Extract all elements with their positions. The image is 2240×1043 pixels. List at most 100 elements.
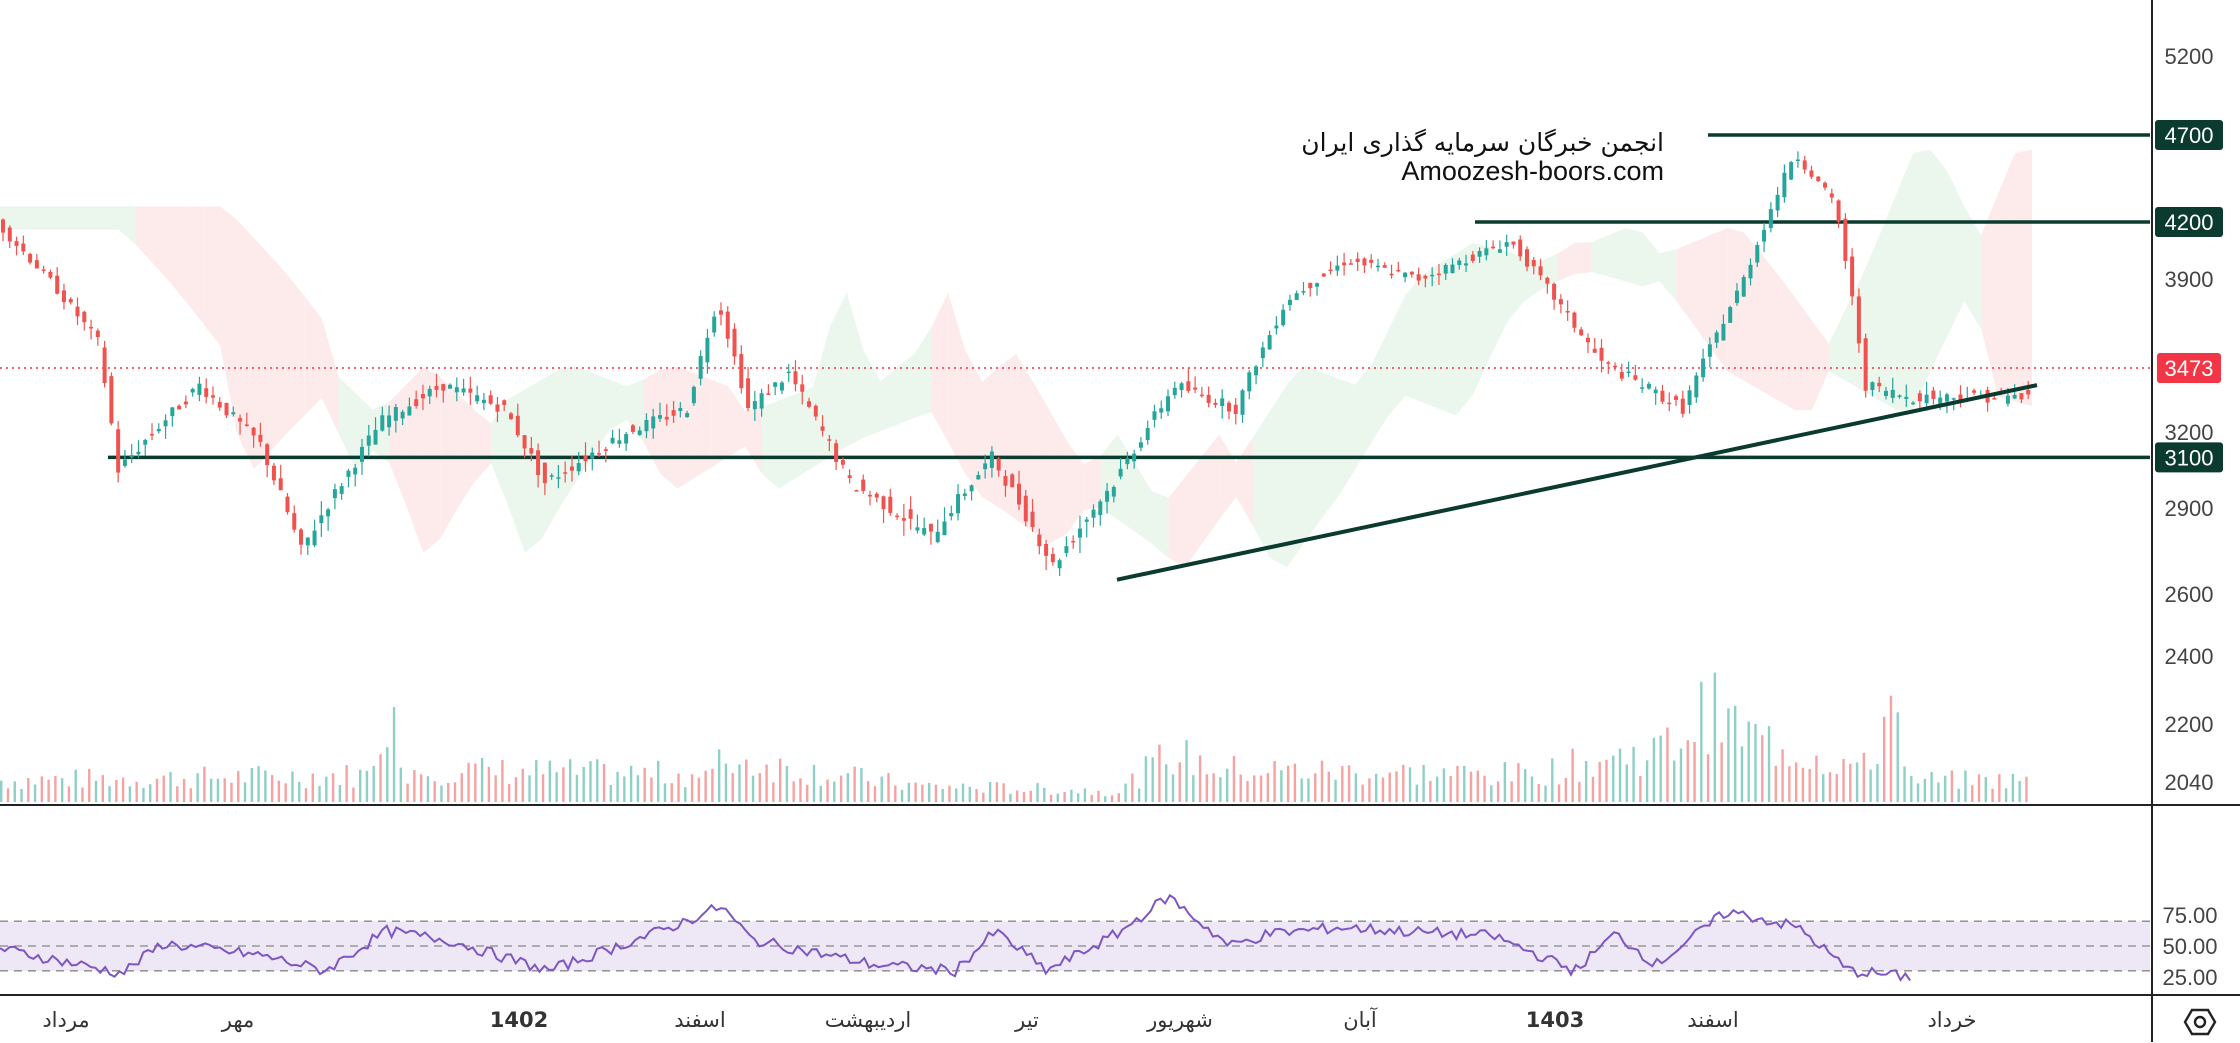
candle-body [2005, 395, 2010, 404]
volume-bar [392, 707, 396, 802]
candle-body [150, 433, 155, 436]
candle-body [1315, 283, 1320, 287]
volume-bar [1022, 791, 1026, 802]
rsi-band [0, 921, 2150, 971]
candle-body [996, 458, 1001, 471]
candle-body [251, 427, 256, 436]
cloud-segment [1320, 371, 1338, 520]
candle-body [881, 496, 886, 510]
volume-bar [1232, 756, 1236, 802]
cloud-segment [1879, 193, 1897, 411]
volume-bar [1740, 746, 1744, 802]
volume-bar [1679, 748, 1683, 802]
volume-bar [1876, 764, 1879, 802]
candle-body [1003, 475, 1008, 486]
volume-bar [1639, 775, 1642, 802]
volume-bar [460, 773, 463, 802]
volume-bar [1591, 776, 1595, 802]
candle-body [1436, 273, 1441, 276]
volume-bar [101, 775, 104, 802]
level-badge-3100 [2155, 442, 2223, 473]
volume-bar [1259, 775, 1263, 802]
candle-body [1166, 396, 1171, 412]
volume-bar [582, 767, 585, 802]
candle-body [1782, 172, 1787, 198]
volume-bar [1381, 777, 1385, 802]
price-tick-5200: 5200 [2165, 44, 2214, 69]
candle-body [1497, 249, 1502, 253]
volume-bar [1368, 778, 1371, 802]
candle-body [901, 518, 906, 521]
candle-body [238, 418, 243, 422]
cloud-segment [1185, 455, 1203, 568]
rsi-line [0, 893, 1911, 982]
price-tick-3200: 3200 [2165, 420, 2214, 445]
candle-body [373, 429, 378, 445]
candle-body [691, 386, 696, 404]
volume-bar [47, 779, 50, 802]
candle-body [908, 509, 913, 519]
cloud-segment [67, 206, 85, 230]
candle-body [1619, 372, 1624, 379]
cloud-segment [812, 327, 830, 468]
volume-bar [785, 766, 789, 802]
volume-bar [264, 770, 267, 802]
cloud-segment [304, 296, 322, 416]
watermark-title: انجمن خبرگان سرمایه گذاری ایران [1301, 128, 1664, 157]
settings-hexagon-icon[interactable] [2180, 1005, 2220, 1039]
volume-bar [237, 771, 240, 802]
volume-bar [1673, 760, 1676, 802]
time-label: اسفند [674, 1008, 725, 1032]
candle-body [210, 395, 215, 398]
cloud-segment [1659, 249, 1677, 302]
cloud-segment [745, 406, 762, 474]
cloud-segment [1134, 462, 1152, 544]
candle-body [861, 479, 866, 491]
candle-body [177, 405, 182, 410]
cloud-segment [50, 206, 68, 230]
volume-bar [1171, 774, 1175, 802]
volume-bar [1937, 782, 1940, 802]
cloud-segment [1049, 410, 1067, 544]
candle-body [840, 460, 845, 465]
candle-body [1098, 501, 1103, 516]
volume-bar [1300, 778, 1303, 802]
candle-body [576, 463, 581, 472]
candle-body [326, 509, 331, 517]
candle-body [1795, 159, 1800, 162]
candle-body [1301, 291, 1306, 293]
cloud-segment [863, 350, 881, 438]
cloud-segment [321, 318, 339, 434]
cloud-segment [1473, 242, 1491, 395]
candle-body [1911, 402, 1916, 405]
candle-body [1592, 348, 1597, 353]
candle-body [434, 386, 439, 390]
cloud-segment [1100, 434, 1118, 520]
candle-body [1511, 241, 1516, 245]
volume-bar [833, 781, 836, 802]
volume-bar [1165, 764, 1168, 802]
candle-body [204, 388, 209, 397]
volume-bar [657, 760, 660, 802]
candle-body [1430, 274, 1435, 277]
volume-bar [223, 778, 226, 802]
volume-bar [406, 783, 409, 802]
volume-bar [596, 759, 599, 802]
cloud-segment [795, 387, 813, 479]
volume-bar [731, 773, 734, 802]
volume-bar [81, 787, 84, 802]
volume-bar [1341, 766, 1344, 802]
volume-bar [1496, 781, 1500, 802]
candle-body [1240, 390, 1245, 415]
volume-bar [67, 786, 71, 802]
cloud-segment [1354, 364, 1372, 471]
volume-bar [453, 782, 457, 802]
candle-body [1328, 269, 1333, 272]
candle-body [353, 467, 358, 475]
volume-bar [1117, 793, 1120, 802]
candle-body [1653, 389, 1658, 394]
volume-bar [1435, 776, 1439, 802]
volume-bar [1706, 754, 1710, 802]
